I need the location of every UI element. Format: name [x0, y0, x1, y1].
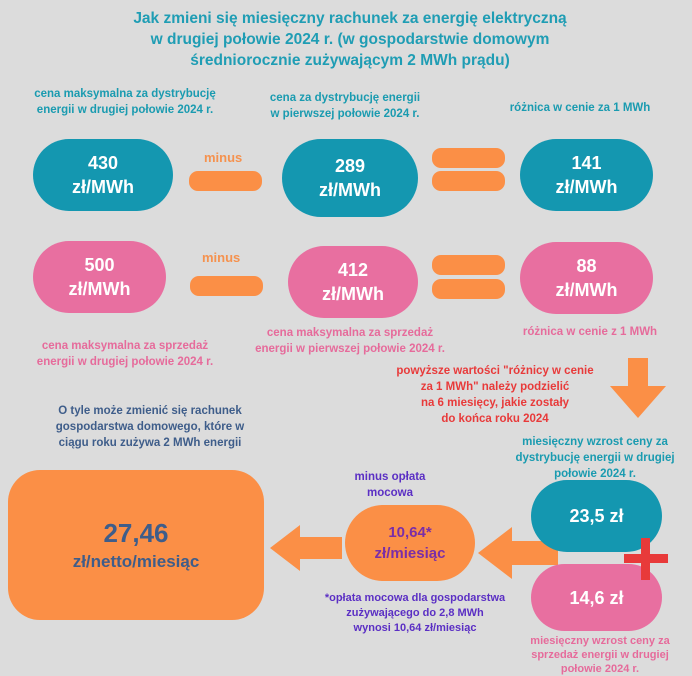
instruction-text: powyższe wartości "różnicy w cenie za 1 … — [395, 363, 595, 427]
monthly-sale-value: 14,6 zł — [531, 564, 662, 631]
equals-sign-bottom-icon — [432, 171, 505, 191]
result-box: 27,46 zł/netto/miesiąc — [8, 470, 264, 620]
label-sale-max-h1: cena maksymalna za sprzedaż energii w pi… — [245, 325, 455, 357]
unit: zł/MWh — [319, 180, 381, 200]
unit: zł/MWh — [72, 177, 134, 197]
capacity-fee-heading: minus opłata mocowa — [330, 469, 450, 501]
title-line-3: średniorocznie zużywającym 2 MWh prądu) — [190, 52, 510, 69]
label-sale-difference: różnica w cenie z 1 MWh — [522, 326, 658, 338]
text-line: za 1 MWh" należy podzielić — [420, 381, 570, 393]
sale-max-h1-value: 412 zł/MWh — [288, 246, 418, 318]
value: 412 — [337, 260, 369, 280]
value: 500 — [84, 255, 115, 275]
unit: zł/MWh — [68, 279, 131, 299]
label-monthly-distribution: miesięczny wzrost ceny za dystrybucję en… — [500, 434, 690, 482]
value: 14,6 zł — [569, 587, 624, 608]
value: 23,5 zł — [569, 506, 624, 526]
label-distribution-difference: różnica w cenie za 1 MWh — [509, 102, 651, 114]
arrow-down-icon — [610, 358, 666, 418]
label-distribution-max-h2: cena maksymalna za dystrybucję energii w… — [5, 86, 245, 118]
label-line: energii w pierwszej połowie 2024 r. — [255, 343, 445, 355]
sale-difference-value: 88 zł/MWh — [520, 242, 653, 314]
label-distribution-h1: cena za dystrybucję energii w pierwszej … — [245, 90, 445, 122]
label-line: połowie 2024 r. — [554, 468, 636, 480]
unit: zł/miesiąc — [374, 545, 446, 562]
distribution-max-h2-value: 430 zł/MWh — [33, 139, 173, 211]
plus-icon — [624, 538, 668, 580]
text-line: minus opłata — [354, 471, 426, 483]
label-line: cena maksymalna za sprzedaż — [266, 327, 434, 339]
equals-sign-top-icon — [432, 255, 505, 275]
label-line: cena maksymalna za dystrybucję — [34, 88, 216, 100]
label-line: miesięczny wzrost ceny za — [522, 436, 668, 448]
result-unit: zł/netto/miesiąc — [72, 552, 200, 571]
value: 141 — [571, 153, 602, 173]
sale-max-h2-value: 500 zł/MWh — [33, 241, 166, 313]
unit: zł/MWh — [322, 284, 384, 304]
text-line: wynosi 10,64 zł/miesiąc — [353, 622, 477, 634]
text-line: na 6 miesięcy, jakie zostały — [420, 397, 570, 409]
text-line: mocowa — [366, 487, 413, 499]
label-line: sprzedaż energii w drugiej — [531, 649, 669, 661]
text-line: *opłata mocowa dla gospodarstwa — [324, 592, 506, 604]
label-line: cena za dystrybucję energii — [269, 92, 421, 104]
label-line: miesięczny wzrost ceny za — [530, 635, 670, 647]
capacity-fee-note: *opłata mocowa dla gospodarstwa zużywają… — [300, 591, 530, 636]
text-line: gospodarstwa domowego, które w — [55, 421, 245, 433]
title-line-1: Jak zmieni się miesięczny rachunek za en… — [133, 10, 567, 27]
label-line: w pierwszej połowie 2024 r. — [270, 108, 420, 120]
monthly-distribution-value: 23,5 zł — [531, 480, 662, 552]
minus-sign-icon — [189, 171, 262, 191]
capacity-fee-value: 10,64* zł/miesiąc — [345, 505, 475, 581]
label-line: dystrybucję energii w drugiej — [515, 452, 675, 464]
value: 10,64* — [388, 524, 432, 541]
unit: zł/MWh — [555, 280, 618, 300]
distribution-h1-value: 289 zł/MWh — [282, 139, 418, 217]
arrow-left-icon — [478, 527, 558, 579]
minus-sign-icon — [190, 276, 263, 296]
minus-label: minus — [202, 250, 241, 265]
text-line: ciągu roku zużywa 2 MWh energii — [58, 437, 242, 449]
minus-label: minus — [204, 150, 243, 165]
label-sale-max-h2: cena maksymalna za sprzedaż energii w dr… — [5, 338, 245, 370]
label-line: połowie 2024 r. — [560, 663, 640, 675]
equals-sign-bottom-icon — [432, 279, 505, 299]
title-line-2: w drugiej połowie 2024 r. (w gospodarstw… — [150, 31, 550, 48]
label-line: energii w drugiej połowie 2024 r. — [36, 356, 214, 368]
label-monthly-sale: miesięczny wzrost ceny za sprzedaż energ… — [505, 634, 692, 676]
label-line: energii w drugiej połowie 2024 r. — [36, 104, 214, 116]
text-line: zużywającego do 2,8 MWh — [346, 607, 484, 619]
label-line: cena maksymalna za sprzedaż — [41, 340, 209, 352]
value: 289 — [334, 156, 366, 176]
infographic-title: Jak zmieni się miesięczny rachunek za en… — [110, 8, 590, 71]
equals-sign-top-icon — [432, 148, 505, 168]
text-line: powyższe wartości "różnicy w cenie — [396, 365, 594, 377]
text-line: O tyle może zmienić się rachunek — [58, 405, 242, 417]
distribution-difference-value: 141 zł/MWh — [520, 139, 653, 211]
text-line: do końca roku 2024 — [441, 413, 549, 425]
result-caption: O tyle może zmienić się rachunek gospoda… — [20, 403, 280, 451]
arrow-left-icon — [270, 525, 342, 571]
value: 88 — [576, 256, 597, 276]
value: 430 — [87, 153, 119, 173]
result-value: 27,46 — [103, 518, 169, 548]
unit: zł/MWh — [555, 177, 618, 197]
